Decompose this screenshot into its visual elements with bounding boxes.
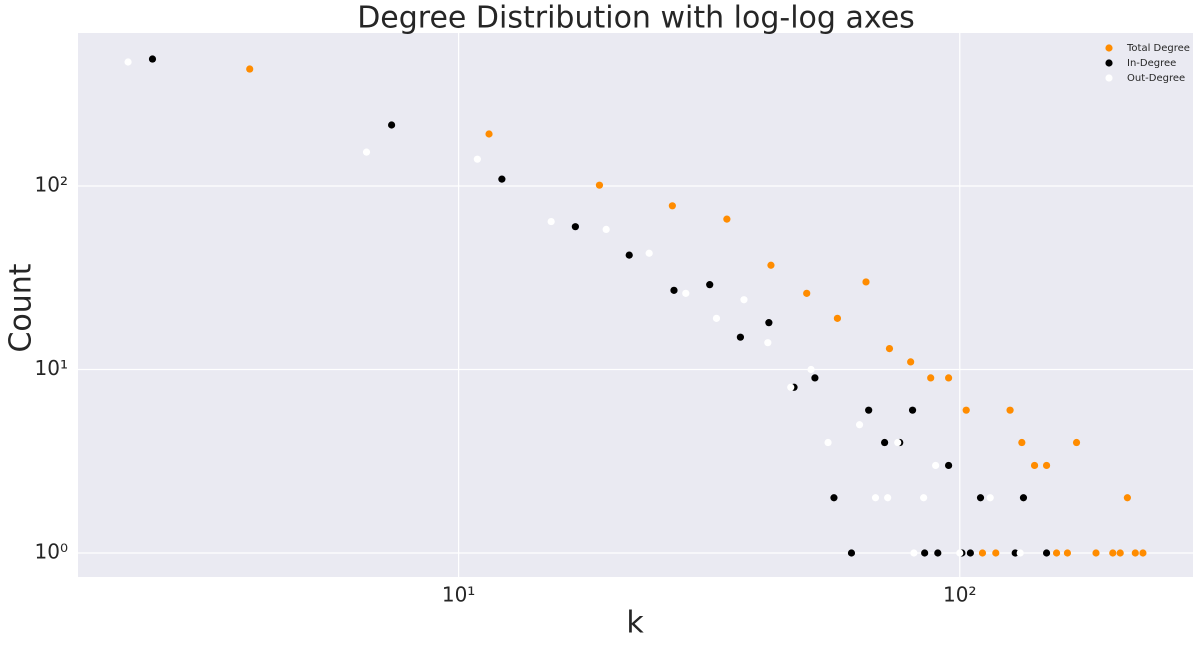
point xyxy=(595,181,604,189)
point xyxy=(908,406,917,414)
point xyxy=(803,289,811,297)
point xyxy=(1018,438,1026,447)
point xyxy=(1131,549,1139,557)
point xyxy=(547,217,555,226)
legend: Total Degree In-Degree Out-Degree xyxy=(1105,43,1190,84)
point xyxy=(148,55,157,63)
point xyxy=(767,261,775,269)
point xyxy=(1052,549,1061,557)
point xyxy=(1042,549,1051,557)
point xyxy=(1042,461,1051,470)
point xyxy=(1030,461,1039,470)
y-tick-label: 10⁰ xyxy=(35,540,68,564)
point xyxy=(833,314,842,322)
point xyxy=(847,549,856,557)
plot-area xyxy=(78,33,1193,577)
point xyxy=(1072,438,1081,447)
point xyxy=(740,296,748,304)
point xyxy=(956,549,964,557)
x-tick-label: 10² xyxy=(943,583,976,607)
point xyxy=(907,358,915,366)
point xyxy=(855,421,864,429)
point xyxy=(986,494,994,502)
point xyxy=(927,374,935,382)
point xyxy=(625,251,633,259)
point xyxy=(921,549,929,557)
point xyxy=(723,215,731,223)
legend-marker xyxy=(1105,59,1113,67)
point xyxy=(932,461,940,470)
legend-label: Total Degree xyxy=(1126,43,1190,54)
point xyxy=(992,549,1000,557)
legend-label: In-Degree xyxy=(1127,58,1176,69)
legend-marker xyxy=(1105,74,1113,82)
x-axis-label: k xyxy=(626,606,644,641)
point xyxy=(1092,549,1100,557)
point xyxy=(862,278,870,286)
y-tick-label: 10² xyxy=(35,173,68,197)
point xyxy=(1139,549,1147,557)
point xyxy=(736,333,745,341)
point xyxy=(602,225,610,234)
point xyxy=(811,374,819,382)
point xyxy=(1116,549,1124,557)
point xyxy=(668,202,676,210)
marks xyxy=(124,55,1147,557)
point xyxy=(387,121,396,129)
point xyxy=(966,549,974,557)
point xyxy=(894,438,902,447)
legend-marker xyxy=(1105,44,1113,52)
point xyxy=(824,438,832,447)
y-axis-label: Count xyxy=(4,263,39,352)
point xyxy=(712,314,721,322)
point xyxy=(246,65,254,73)
point xyxy=(978,549,987,557)
point xyxy=(498,175,506,183)
point xyxy=(787,383,795,391)
point xyxy=(885,344,894,353)
point xyxy=(645,249,653,257)
point xyxy=(884,494,892,502)
point xyxy=(571,223,579,231)
point xyxy=(485,130,493,138)
point xyxy=(682,289,690,297)
y-tick-label: 10¹ xyxy=(35,356,68,380)
point xyxy=(865,406,873,414)
point xyxy=(934,549,942,557)
point xyxy=(910,549,918,557)
point xyxy=(124,58,132,66)
point xyxy=(670,286,678,294)
legend-label: Out-Degree xyxy=(1127,73,1185,84)
point xyxy=(871,494,880,502)
point xyxy=(807,365,815,374)
point xyxy=(765,319,773,327)
point xyxy=(706,281,714,289)
point xyxy=(1063,549,1072,557)
point xyxy=(945,461,953,470)
point xyxy=(362,148,371,156)
grid xyxy=(78,33,1193,577)
point xyxy=(830,494,838,502)
point xyxy=(962,406,970,414)
point xyxy=(881,438,889,447)
point xyxy=(1109,549,1117,557)
point xyxy=(1016,549,1024,557)
point xyxy=(1006,406,1014,414)
chart-title: Degree Distribution with log-log axes xyxy=(357,1,915,36)
point xyxy=(764,339,772,347)
x-tick-label: 10¹ xyxy=(442,583,475,607)
point xyxy=(1123,494,1131,502)
point xyxy=(1011,549,1019,557)
point xyxy=(976,494,985,502)
point xyxy=(945,374,953,382)
point xyxy=(473,155,481,163)
point xyxy=(920,494,928,502)
point xyxy=(1019,494,1028,502)
